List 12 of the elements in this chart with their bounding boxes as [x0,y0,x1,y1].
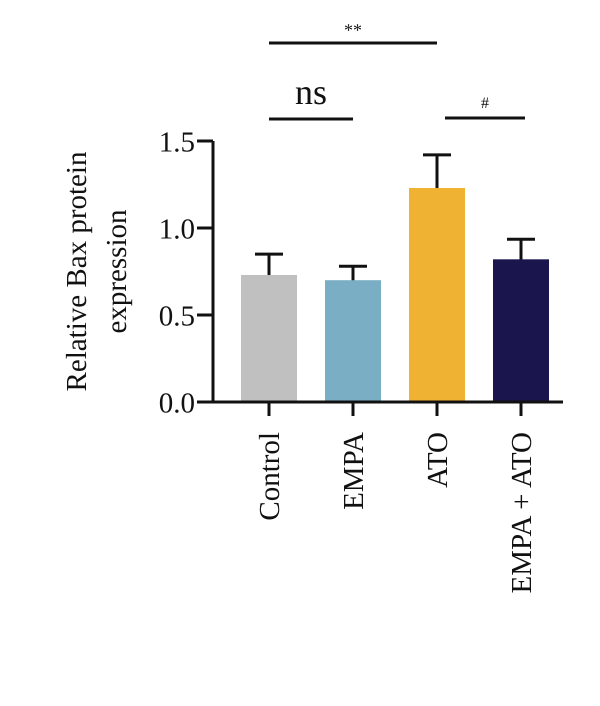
x-tick-label: EMPA + ATO [506,432,538,594]
y-tick-label: 0.0 [158,387,195,420]
y-axis-title: Relative Bax protein expression [61,151,133,392]
text: ** [344,20,362,40]
y-tick-label: 1.0 [158,213,195,246]
x-tick-label: Control [254,432,286,521]
y-tick-label: 0.5 [158,300,195,332]
text: # [481,95,489,112]
x-tick-label: ATO [422,432,454,488]
x-tick-label: EMPA [338,432,370,510]
y-tick-label: 1.5 [158,126,195,158]
text: ns [294,72,328,112]
